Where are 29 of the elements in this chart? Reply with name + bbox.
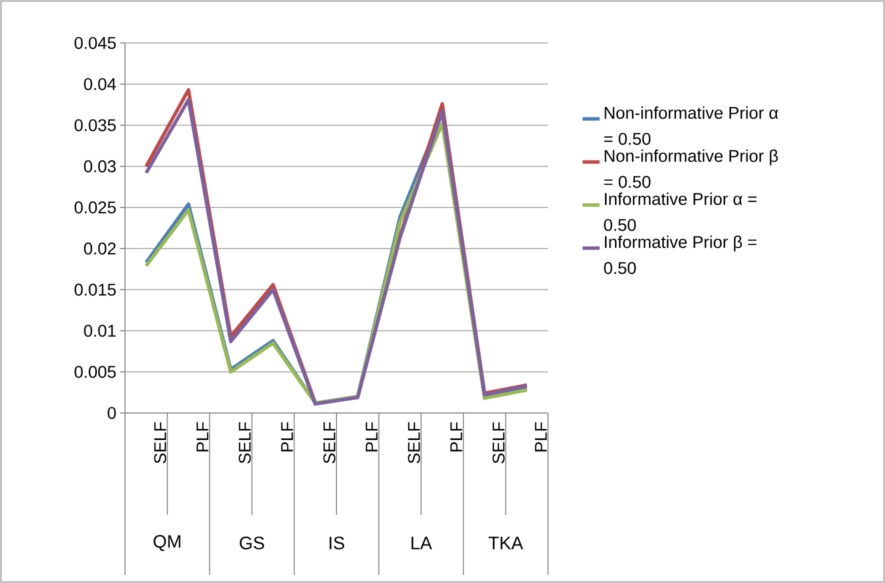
y-tick-label: 0.035 <box>74 119 116 132</box>
x-tick-label: SELF <box>323 422 336 464</box>
text: TKA <box>488 536 524 550</box>
text: QM <box>154 535 180 551</box>
y-tick-label: 0.04 <box>84 78 116 90</box>
x-tick-label: SELF <box>154 422 166 464</box>
text: GS <box>240 536 264 550</box>
y-tick-label: 0.015 <box>74 284 116 296</box>
x-tick-label: SELF <box>492 422 505 464</box>
y-tick-label: 0 <box>108 406 116 420</box>
text: IS <box>330 536 344 550</box>
legend-label: Informative Prior α = 0.50 <box>604 192 756 232</box>
text: LA <box>412 536 432 550</box>
y-tick-label: 0.025 <box>74 201 116 214</box>
x-tick-label: PLF <box>281 422 293 452</box>
y-tick-label: 0.045 <box>74 36 116 50</box>
legend-label: Non-informative Prior α = 0.50 <box>604 106 778 145</box>
y-tick-label: 0.005 <box>74 366 116 378</box>
y-tick-label: 0.02 <box>84 242 116 255</box>
legend-label: Informative Prior β = 0.50 <box>604 236 756 274</box>
y-tick-label: 0.03 <box>84 160 116 172</box>
legend-label: Non-informative Prior β = 0.50 <box>604 149 778 188</box>
x-tick-label: PLF <box>535 422 547 452</box>
x-tick-label: PLF <box>196 422 208 452</box>
y-tick-label: 0.01 <box>84 324 116 337</box>
x-tick-label: PLF <box>366 422 378 452</box>
x-tick-label: PLF <box>450 422 462 452</box>
x-tick-label: SELF <box>408 422 420 464</box>
x-tick-label: SELF <box>238 422 251 464</box>
